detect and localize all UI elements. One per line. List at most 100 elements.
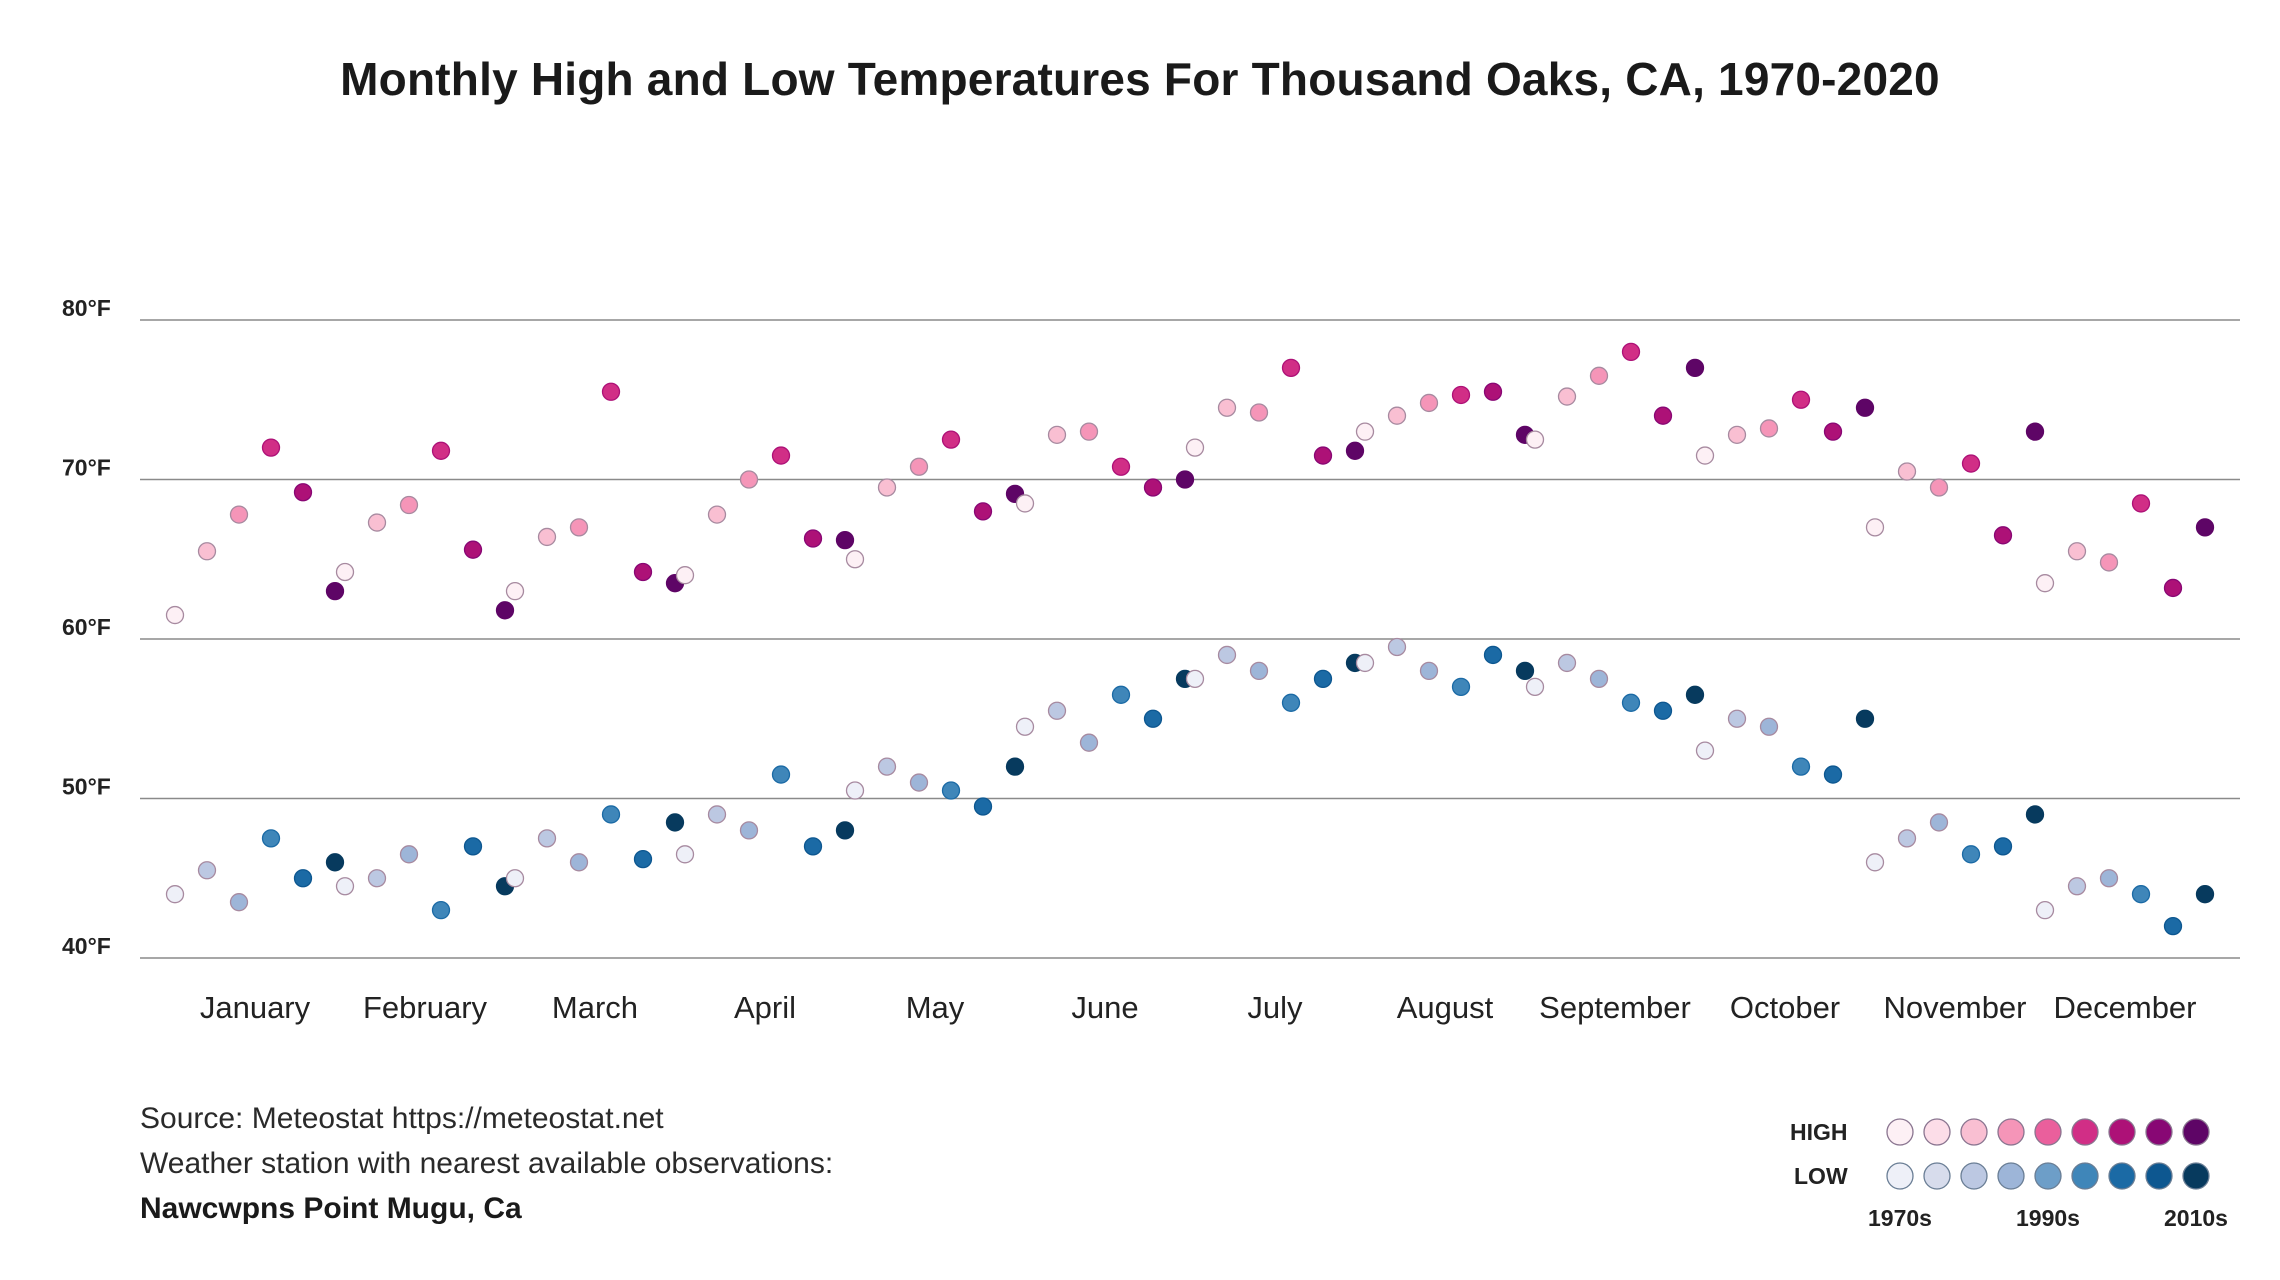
y-tick-label: 80°F (62, 295, 111, 321)
high-point (495, 601, 515, 620)
y-tick-label: 70°F (62, 455, 111, 481)
high-point (569, 518, 589, 537)
low-point (1823, 765, 1843, 784)
high-point (909, 457, 929, 476)
high-point (399, 495, 419, 515)
y-tick-label: 50°F (62, 774, 111, 800)
high-point (505, 582, 525, 601)
x-tick-label: April (734, 990, 796, 1025)
x-axis-labels: January February March April May June July Augu… (200, 990, 2197, 1025)
high-point (1961, 454, 1981, 473)
legend-high-swatch (1923, 1118, 1951, 1146)
high-point (197, 542, 217, 561)
high-point (431, 441, 451, 460)
high-points (165, 342, 2215, 625)
low-point (325, 853, 345, 872)
x-tick-label: February (363, 990, 488, 1025)
low-point (877, 757, 897, 776)
low-point (431, 901, 451, 920)
high-point (1993, 526, 2013, 545)
low-point (2067, 877, 2087, 896)
high-point (1047, 425, 1067, 444)
low-point (771, 765, 791, 784)
high-point (2067, 542, 2087, 561)
high-point (835, 530, 855, 550)
x-tick-label: November (1884, 990, 2027, 1025)
high-point (1695, 446, 1715, 465)
high-point (537, 527, 557, 547)
low-point (569, 853, 589, 872)
legend-low-label: LOW (1794, 1163, 1848, 1189)
low-point (601, 805, 621, 824)
low-point (1185, 669, 1205, 689)
low-point (835, 821, 855, 840)
legend-high-swatch (2182, 1118, 2210, 1146)
high-point (633, 562, 653, 582)
low-point (909, 773, 929, 792)
legend-low-swatch (1886, 1162, 1914, 1190)
high-point (1249, 403, 1269, 422)
high-point (1865, 518, 1885, 537)
low-point (1791, 757, 1811, 776)
low-point (1621, 693, 1641, 712)
low-point (1695, 741, 1715, 760)
high-point (1855, 398, 1875, 417)
low-point (2099, 869, 2119, 888)
legend-high-swatch (2145, 1118, 2173, 1146)
high-point (1897, 462, 1917, 481)
low-point (1557, 653, 1577, 673)
high-point (1015, 494, 1035, 513)
low-point (367, 869, 387, 888)
low-point (293, 869, 313, 888)
high-point (2035, 574, 2055, 593)
low-point (1047, 701, 1067, 720)
low-point (1589, 669, 1609, 689)
high-point (1079, 422, 1099, 441)
high-point (1111, 457, 1131, 476)
legend-high-swatch (1886, 1118, 1914, 1146)
low-point (1419, 661, 1439, 681)
low-point (1249, 661, 1269, 681)
low-point (1387, 637, 1407, 657)
low-point (739, 821, 759, 840)
legend-decade-label: 1970s (1868, 1205, 1932, 1231)
high-point (973, 502, 993, 521)
high-point (707, 505, 727, 524)
high-point (1143, 478, 1163, 497)
high-point (1313, 446, 1333, 465)
high-point (1621, 342, 1641, 362)
high-point (2131, 494, 2151, 513)
high-point (1345, 441, 1365, 460)
legend-high-swatch (1960, 1118, 1988, 1146)
low-point (229, 893, 249, 912)
high-point (1419, 393, 1439, 413)
low-point (399, 845, 419, 864)
low-point (665, 813, 685, 832)
x-tick-label: August (1397, 990, 1494, 1025)
low-point (1355, 653, 1375, 673)
legend-high-swatch (1997, 1118, 2025, 1146)
low-point (633, 849, 653, 869)
high-point (229, 505, 249, 524)
x-tick-label: September (1539, 990, 1691, 1025)
high-point (367, 513, 387, 532)
legend-high-swatch (2034, 1118, 2062, 1146)
low-point (1515, 661, 1535, 681)
y-axis-labels: 40°F 50°F 60°F 70°F 80°F (62, 295, 111, 959)
high-point (1483, 382, 1503, 401)
high-point (803, 529, 823, 548)
low-point (1143, 709, 1163, 728)
legend-high-swatch (2071, 1118, 2099, 1146)
high-point (463, 540, 483, 559)
high-point (1185, 438, 1205, 457)
x-tick-label: October (1730, 990, 1840, 1025)
low-point (1897, 829, 1917, 848)
station-name: Nawcwpns Point Mugu, Ca (140, 1192, 522, 1225)
low-point (1855, 709, 1875, 728)
low-point (1111, 685, 1131, 704)
high-point (739, 470, 759, 489)
legend-low-swatch (2034, 1162, 2062, 1190)
low-point (845, 781, 865, 800)
x-tick-label: December (2054, 990, 2197, 1025)
high-point (2025, 422, 2045, 441)
